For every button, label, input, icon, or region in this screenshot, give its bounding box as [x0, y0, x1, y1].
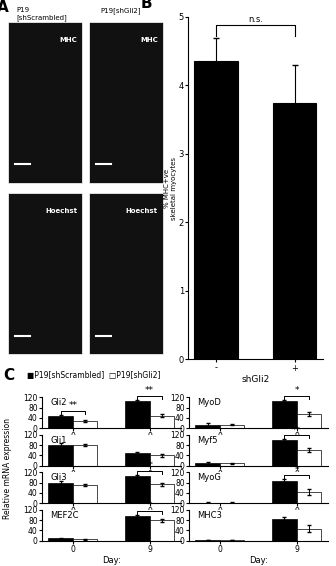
Bar [125, 453, 150, 465]
Text: **: ** [292, 426, 301, 435]
Text: B: B [141, 0, 153, 11]
Bar [273, 102, 317, 359]
Text: **: ** [145, 461, 154, 470]
Text: Hoechst: Hoechst [126, 208, 158, 214]
Bar [125, 401, 150, 428]
X-axis label: shGli2: shGli2 [241, 375, 269, 384]
Text: *: * [148, 501, 152, 511]
Text: n.s.: n.s. [248, 15, 263, 24]
Bar [297, 492, 321, 503]
Text: Gli2: Gli2 [50, 398, 67, 408]
Bar [272, 519, 297, 541]
Bar [150, 520, 174, 541]
Bar [8, 22, 82, 182]
Bar [194, 62, 238, 359]
Bar [48, 444, 73, 465]
Bar [73, 539, 97, 541]
Text: Gli3: Gli3 [50, 473, 67, 482]
Text: MyoG: MyoG [197, 473, 221, 482]
Text: Hoechst: Hoechst [45, 208, 77, 214]
Text: A: A [0, 0, 8, 15]
Text: Myf5: Myf5 [197, 436, 218, 445]
Bar [150, 484, 174, 503]
Bar [297, 414, 321, 428]
X-axis label: Day:: Day: [249, 556, 268, 565]
Y-axis label: % MHC+ve
skeletal myocytes: % MHC+ve skeletal myocytes [164, 157, 177, 220]
Text: P19
[shScrambled]: P19 [shScrambled] [17, 7, 68, 21]
Bar [220, 424, 245, 428]
Bar [48, 483, 73, 503]
Text: MHC: MHC [140, 37, 158, 42]
Bar [125, 516, 150, 541]
Bar [195, 464, 220, 465]
Bar [220, 464, 245, 465]
Text: **: ** [69, 401, 77, 410]
Bar [73, 421, 97, 428]
Bar [73, 445, 97, 465]
Text: MEF2C: MEF2C [50, 511, 79, 520]
Text: ■P19[shScrambled]  □P19[shGli2]: ■P19[shScrambled] □P19[shGli2] [27, 371, 160, 380]
Bar [8, 194, 82, 354]
Text: Gli1: Gli1 [50, 436, 67, 445]
Bar [150, 455, 174, 465]
Text: C: C [3, 368, 14, 383]
Bar [89, 22, 163, 182]
Text: *: * [294, 386, 299, 395]
Text: MyoD: MyoD [197, 398, 221, 408]
Text: *: * [294, 466, 299, 475]
Bar [48, 416, 73, 428]
Text: MHC: MHC [59, 37, 77, 42]
Bar [272, 481, 297, 503]
Bar [89, 194, 163, 354]
Text: MHC3: MHC3 [197, 511, 222, 520]
Bar [195, 424, 220, 428]
Bar [297, 450, 321, 465]
Bar [150, 416, 174, 428]
Bar [272, 440, 297, 465]
Bar [48, 538, 73, 541]
X-axis label: Day:: Day: [102, 556, 121, 565]
Bar [272, 401, 297, 428]
Text: Relative mRNA expression: Relative mRNA expression [3, 418, 12, 519]
Bar [125, 476, 150, 503]
Text: **: ** [145, 386, 154, 395]
Text: P19[shGli2]: P19[shGli2] [101, 7, 141, 14]
Bar [297, 529, 321, 541]
Bar [73, 485, 97, 503]
